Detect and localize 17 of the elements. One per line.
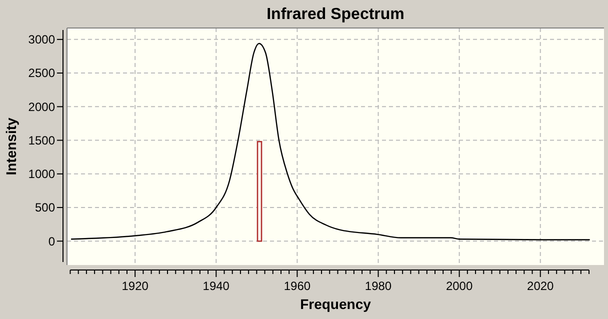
y-tick-label: 3000 (28, 32, 56, 47)
x-tick-label: 1920 (122, 279, 149, 293)
y-tick-label: 2000 (28, 100, 56, 114)
x-tick-label: 2000 (446, 279, 473, 293)
y-tick-label: 2500 (28, 66, 56, 80)
y-tick-label: 0 (48, 234, 56, 248)
x-tick-label: 1980 (364, 279, 392, 293)
y-axis-title: Intensity (3, 118, 19, 176)
chart-title: Infrared Spectrum (266, 6, 404, 23)
line-series (70, 42, 590, 240)
y-tick-label: 500 (34, 200, 56, 215)
x-tick-label: 1960 (284, 279, 311, 293)
y-tick-label: 1500 (28, 133, 56, 148)
x-axis-title: Frequency (300, 296, 372, 312)
x-tick-label: 2020 (527, 279, 554, 293)
y-tick-label: 1000 (28, 167, 56, 182)
x-tick-label: 1940 (202, 279, 230, 293)
